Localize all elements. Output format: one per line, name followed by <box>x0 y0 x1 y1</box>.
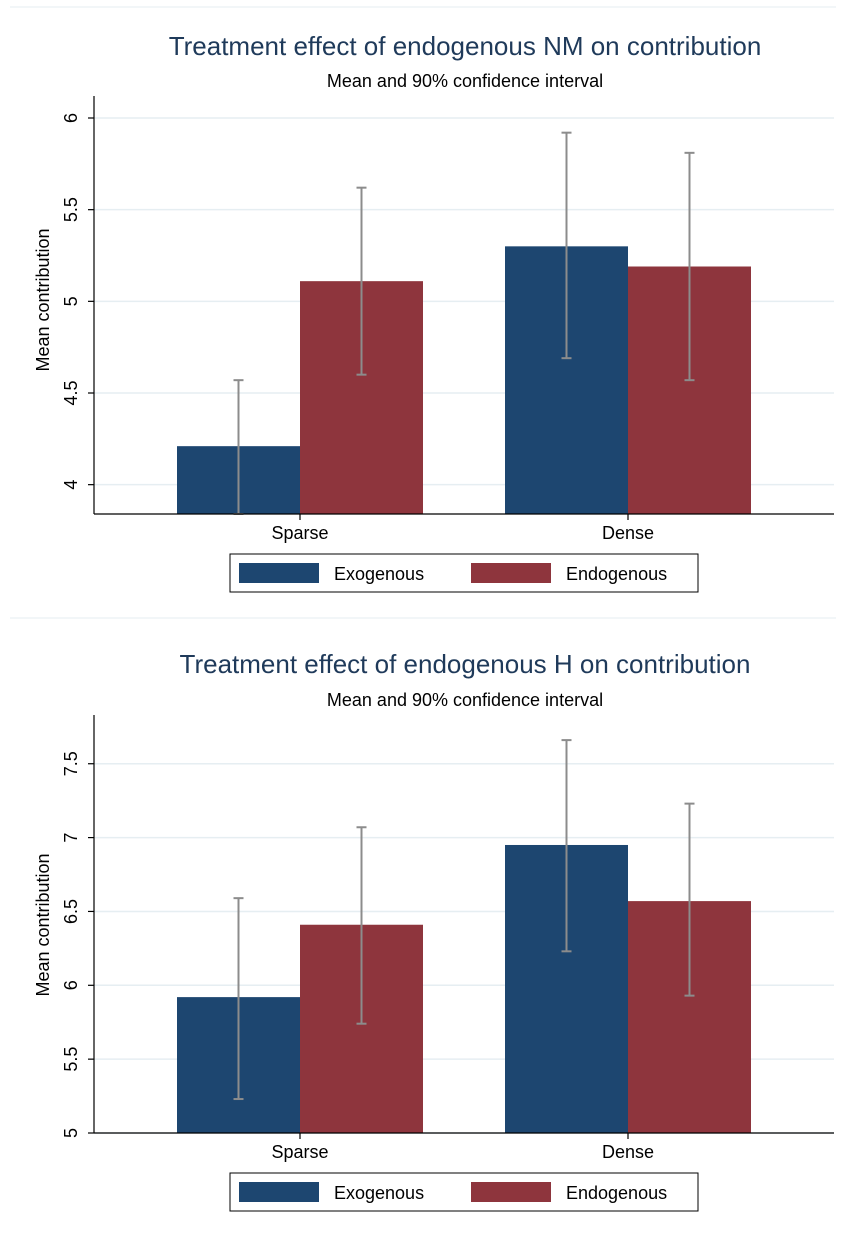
error-bar-exogenous-dense <box>561 131 572 360</box>
chart-1: Treatment effect of endogenous NM on con… <box>33 31 834 593</box>
legend-swatch-endogenous <box>471 563 551 583</box>
error-bar-endogenous-sparse <box>356 186 367 376</box>
y-tick-label: 6.5 <box>61 899 81 924</box>
x-tick-label-sparse: Sparse <box>271 1142 328 1162</box>
chart-1-ylabel: Mean contribution <box>33 228 53 371</box>
y-tick-label: 5 <box>61 1128 81 1138</box>
error-bar-endogenous-dense <box>684 802 695 997</box>
error-bar-endogenous-sparse <box>356 826 367 1025</box>
y-tick-label: 4 <box>61 480 81 490</box>
y-tick-label: 6 <box>61 113 81 123</box>
y-tick-label: 7 <box>61 833 81 843</box>
y-tick-label: 6 <box>61 980 81 990</box>
legend-swatch-exogenous <box>239 563 319 583</box>
y-tick-label: 5.5 <box>61 197 81 222</box>
chart-1-title: Treatment effect of endogenous NM on con… <box>169 31 762 61</box>
y-tick-label: 5 <box>61 296 81 306</box>
x-tick-label-dense: Dense <box>602 1142 654 1162</box>
chart-2-subtitle: Mean and 90% confidence interval <box>327 690 603 710</box>
legend-label-exogenous: Exogenous <box>334 1183 424 1203</box>
x-tick-label-sparse: Sparse <box>271 523 328 543</box>
chart-2: Treatment effect of endogenous H on cont… <box>33 649 834 1212</box>
chart-1-legend: Exogenous Endogenous <box>229 553 699 593</box>
chart-2-title: Treatment effect of endogenous H on cont… <box>180 649 751 679</box>
error-bar-exogenous-dense <box>561 739 572 953</box>
y-tick-label: 5.5 <box>61 1047 81 1072</box>
y-tick-label: 7.5 <box>61 751 81 776</box>
error-bar-exogenous-sparse <box>233 897 244 1101</box>
error-bar-endogenous-dense <box>684 151 695 382</box>
chart-1-subtitle: Mean and 90% confidence interval <box>327 71 603 91</box>
legend-label-endogenous: Endogenous <box>566 1183 667 1203</box>
chart-2-legend: Exogenous Endogenous <box>229 1172 699 1212</box>
legend-swatch-endogenous <box>471 1182 551 1202</box>
legend-label-exogenous: Exogenous <box>334 564 424 584</box>
chart-2-plot: 5 5.5 6 6.5 7 7.5 Sparse Dense <box>61 715 834 1162</box>
x-tick-label-dense: Dense <box>602 523 654 543</box>
chart-1-plot: 4 4.5 5 5.5 6 Sparse Dense <box>61 96 834 543</box>
chart-2-ylabel: Mean contribution <box>33 853 53 996</box>
legend-swatch-exogenous <box>239 1182 319 1202</box>
y-tick-label: 4.5 <box>61 380 81 405</box>
legend-label-endogenous: Endogenous <box>566 564 667 584</box>
